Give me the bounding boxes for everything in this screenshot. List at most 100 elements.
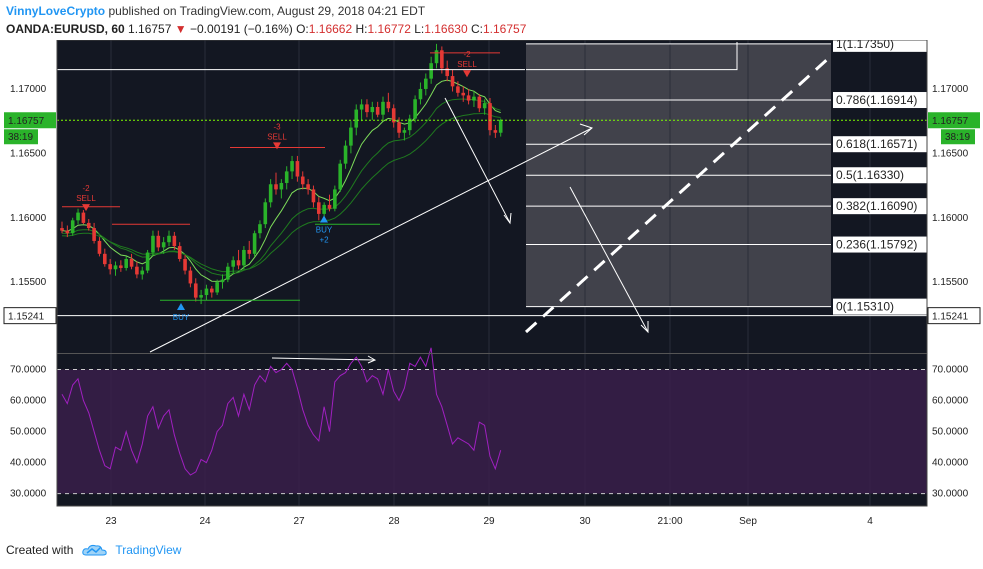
author-link[interactable]: VinnyLoveCrypto [6,4,106,18]
left-price-tick: 1.16500 [10,148,47,159]
candle[interactable] [199,289,203,305]
signal-count: -2 [463,50,471,59]
candle[interactable] [482,99,487,115]
candle[interactable] [60,221,64,234]
candle[interactable] [493,125,498,138]
candle[interactable] [129,253,134,270]
candle[interactable] [429,56,433,84]
right-price-tick: 1.16000 [932,213,969,224]
candle[interactable] [167,230,171,247]
candle[interactable] [424,73,428,96]
candle[interactable] [252,230,257,257]
candle[interactable] [333,185,337,212]
candle[interactable] [204,284,209,301]
candle[interactable] [397,117,401,138]
candle[interactable] [215,279,219,296]
candle[interactable] [391,104,396,128]
candle[interactable] [263,198,268,229]
right-price-tick: 1.15500 [932,277,969,288]
time-tick: Sep [739,516,757,527]
candle[interactable] [268,179,273,208]
candle[interactable] [220,274,225,289]
candle[interactable] [145,249,150,274]
tradingview-link[interactable]: TradingView [115,543,182,557]
candle[interactable] [445,60,449,82]
candle[interactable] [86,219,91,231]
candle[interactable] [338,159,342,192]
candle[interactable] [135,261,139,279]
candle[interactable] [440,46,444,74]
signal-label: SELL [76,194,96,203]
candle[interactable] [349,121,353,154]
candle[interactable] [258,220,262,239]
candle[interactable] [386,92,391,113]
candle[interactable] [370,101,375,120]
candle[interactable] [472,91,476,107]
candle[interactable] [140,266,145,280]
candle[interactable] [322,202,326,218]
rsi-line [61,347,502,476]
candle[interactable] [450,69,455,92]
candle[interactable] [103,248,107,267]
candle[interactable] [70,217,75,236]
candle[interactable] [76,208,80,225]
candle[interactable] [193,278,198,302]
candle[interactable] [311,185,316,208]
candle[interactable] [124,256,128,271]
candle[interactable] [343,140,348,169]
candle[interactable] [236,249,241,270]
candle[interactable] [274,172,278,195]
candle[interactable] [300,171,305,190]
candle[interactable] [359,99,364,122]
candle[interactable] [188,266,193,288]
candle[interactable] [247,240,252,259]
candle[interactable] [92,222,96,244]
candle[interactable] [477,94,482,113]
candle[interactable] [381,96,385,120]
candle[interactable] [210,286,214,298]
candle[interactable] [317,197,321,221]
candle[interactable] [65,225,70,238]
candle[interactable] [402,127,407,141]
candle-body [274,184,278,190]
candle[interactable] [172,231,177,250]
price-chart[interactable]: 1(1.17350) 0.786(1.16914) 0.618(1.16571) 0.… [0,40,983,538]
candle[interactable] [327,194,332,212]
candle[interactable] [461,86,466,102]
candle[interactable] [161,237,166,254]
candle[interactable] [466,88,471,105]
candle[interactable] [231,256,235,275]
symbol-label[interactable]: OANDA:EURUSD, 60 [6,22,125,36]
candle[interactable] [418,82,423,105]
candle[interactable] [434,43,439,69]
candle[interactable] [498,118,503,137]
candle[interactable] [284,166,289,190]
candle[interactable] [306,179,310,195]
candle[interactable] [456,81,460,97]
candle[interactable] [488,97,492,136]
candle[interactable] [290,155,294,180]
signal-count: -2 [82,184,90,193]
candle[interactable] [354,104,359,136]
candle[interactable] [177,242,182,262]
candle[interactable] [108,258,112,275]
candle[interactable] [113,261,118,276]
current-price-box [4,112,56,129]
candle[interactable] [97,237,102,257]
candle[interactable] [183,255,187,275]
candle[interactable] [119,260,123,272]
candle[interactable] [156,230,161,252]
candle[interactable] [226,262,230,283]
candle[interactable] [295,155,300,182]
candle-body [391,108,396,123]
low-label: L: [414,22,425,36]
candle[interactable] [81,210,86,225]
candle[interactable] [279,179,284,199]
candle-body [456,86,460,93]
candle[interactable] [365,99,369,118]
candle[interactable] [375,101,380,118]
candle[interactable] [242,246,246,270]
candle[interactable] [151,230,155,257]
candle[interactable] [407,114,412,136]
candle[interactable] [413,95,417,123]
